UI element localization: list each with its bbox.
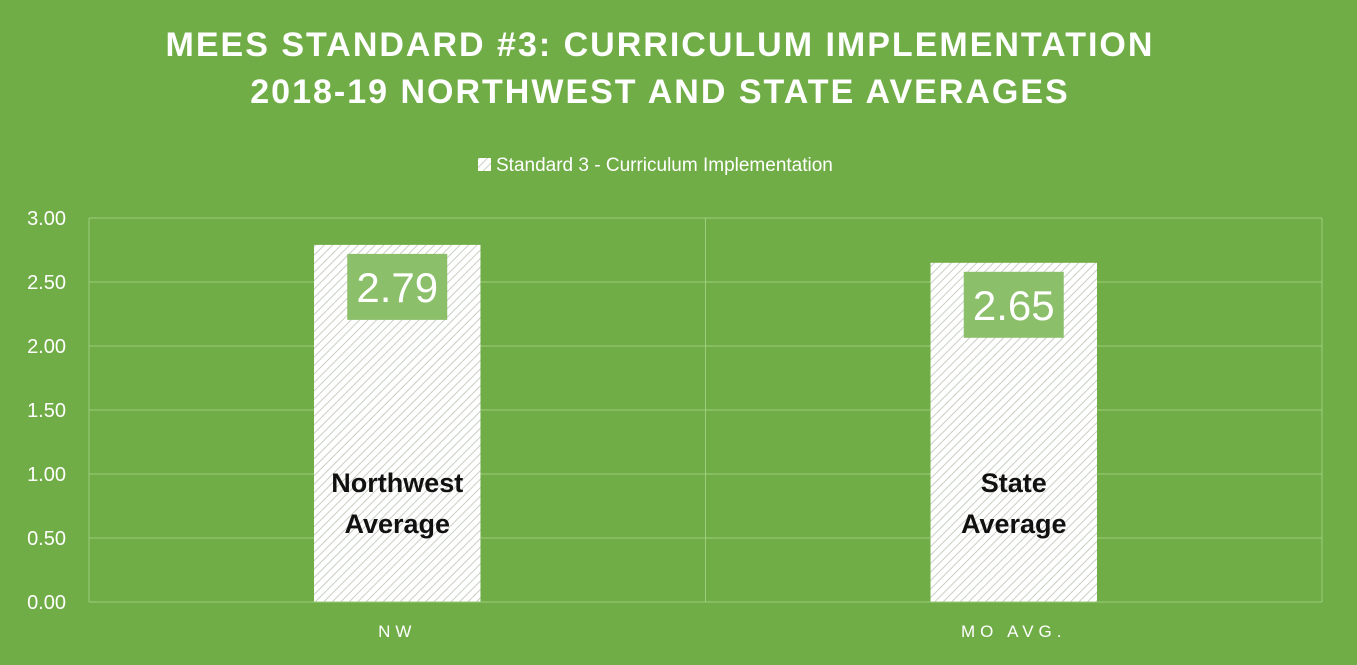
data-label: 2.79: [356, 264, 438, 311]
bar-annotation-line: Average: [961, 509, 1067, 539]
data-label-box: [347, 253, 448, 320]
grid: [88, 217, 1323, 602]
y-tick-label: 3.00: [27, 208, 66, 230]
x-tick-label: NW: [378, 622, 416, 641]
data-label: 2.65: [973, 282, 1055, 329]
x-tick-label: MO AVG.: [961, 622, 1067, 641]
legend: Standard 3 - Curriculum Implementation: [478, 155, 833, 176]
y-tick-label: 1.00: [27, 464, 66, 486]
y-tick-label: 2.50: [27, 272, 66, 294]
bar-annotation-line: State: [981, 468, 1047, 498]
y-tick-label: 2.00: [27, 336, 66, 358]
bar-annotation-line: Average: [344, 509, 450, 539]
y-tick-label: 0.50: [27, 528, 66, 550]
legend-swatch: [478, 158, 491, 171]
data-label-box: [963, 271, 1064, 338]
axes: 0.00 0.50 1.00 1.50 2.00 2.50 3.00 NW MO AVG.: [27, 208, 1322, 641]
y-tick-label: 0.00: [27, 592, 66, 614]
chart-title-line-1: MEES STANDARD #3: CURRICULUM IMPLEMENTAT…: [166, 26, 1155, 64]
y-tick-label: 1.50: [27, 400, 66, 422]
bars: 2.79 Northwest Average 2.65 State Average: [314, 244, 1097, 602]
legend-label: Standard 3 - Curriculum Implementation: [496, 155, 833, 176]
chart-title-line-2: 2018-19 NORTHWEST AND STATE AVERAGES: [250, 73, 1070, 111]
bar-annotation-line: Northwest: [331, 468, 463, 498]
